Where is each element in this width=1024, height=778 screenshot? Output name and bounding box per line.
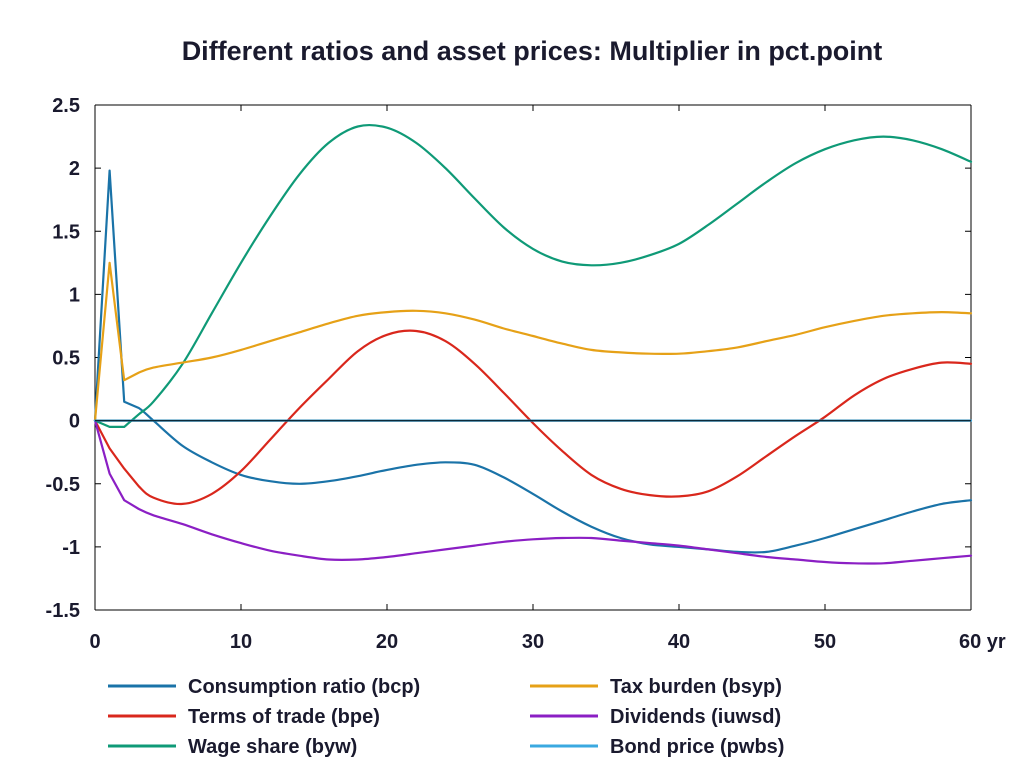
series-line-dividends [93, 419, 973, 565]
legend-label-dividends: Dividends (iuwsd) [610, 706, 781, 728]
series-line-tax-burden [93, 261, 973, 422]
chart-title: Different ratios and asset prices: Multi… [182, 36, 883, 66]
legend-label-tax-burden: Tax burden (bsyp) [610, 676, 782, 698]
series-line-terms-of-trade [93, 329, 973, 506]
y-tick-label: -1.5 [46, 600, 80, 622]
x-tick-label: 60 yr [959, 631, 1006, 653]
series-line-consumption-ratio [93, 169, 973, 554]
y-tick-label: -1 [62, 537, 80, 559]
y-tick-label: 1.5 [52, 221, 80, 243]
x-tick-label: 0 [89, 631, 100, 653]
x-tick-label: 50 [814, 631, 836, 653]
series-line-wage-share [93, 123, 973, 428]
legend-label-consumption-ratio: Consumption ratio (bcp) [188, 676, 420, 698]
y-tick-label: 0.5 [52, 348, 80, 370]
y-tick-label: 1 [69, 284, 80, 306]
legend: Consumption ratio (bcp) Tax burden (bsyp)… [108, 676, 784, 758]
x-tick-label: 40 [668, 631, 690, 653]
y-tick-label: 2 [69, 158, 80, 180]
legend-label-bond-price: Bond price (pwbs) [610, 736, 784, 758]
x-tick-label: 10 [230, 631, 252, 653]
plot-area: 2.5 2 1.5 1 0.5 0 -0.5 -1 -1.5 0 10 20 30 40 50 60 yr [46, 95, 1006, 653]
y-tick-label: 2.5 [52, 95, 80, 117]
y-tick-label: -0.5 [46, 474, 80, 496]
legend-label-terms-of-trade: Terms of trade (bpe) [188, 706, 380, 728]
legend-label-wage-share: Wage share (byw) [188, 736, 357, 758]
y-tick-label: 0 [69, 411, 80, 433]
x-tick-label: 20 [376, 631, 398, 653]
x-tick-label: 30 [522, 631, 544, 653]
